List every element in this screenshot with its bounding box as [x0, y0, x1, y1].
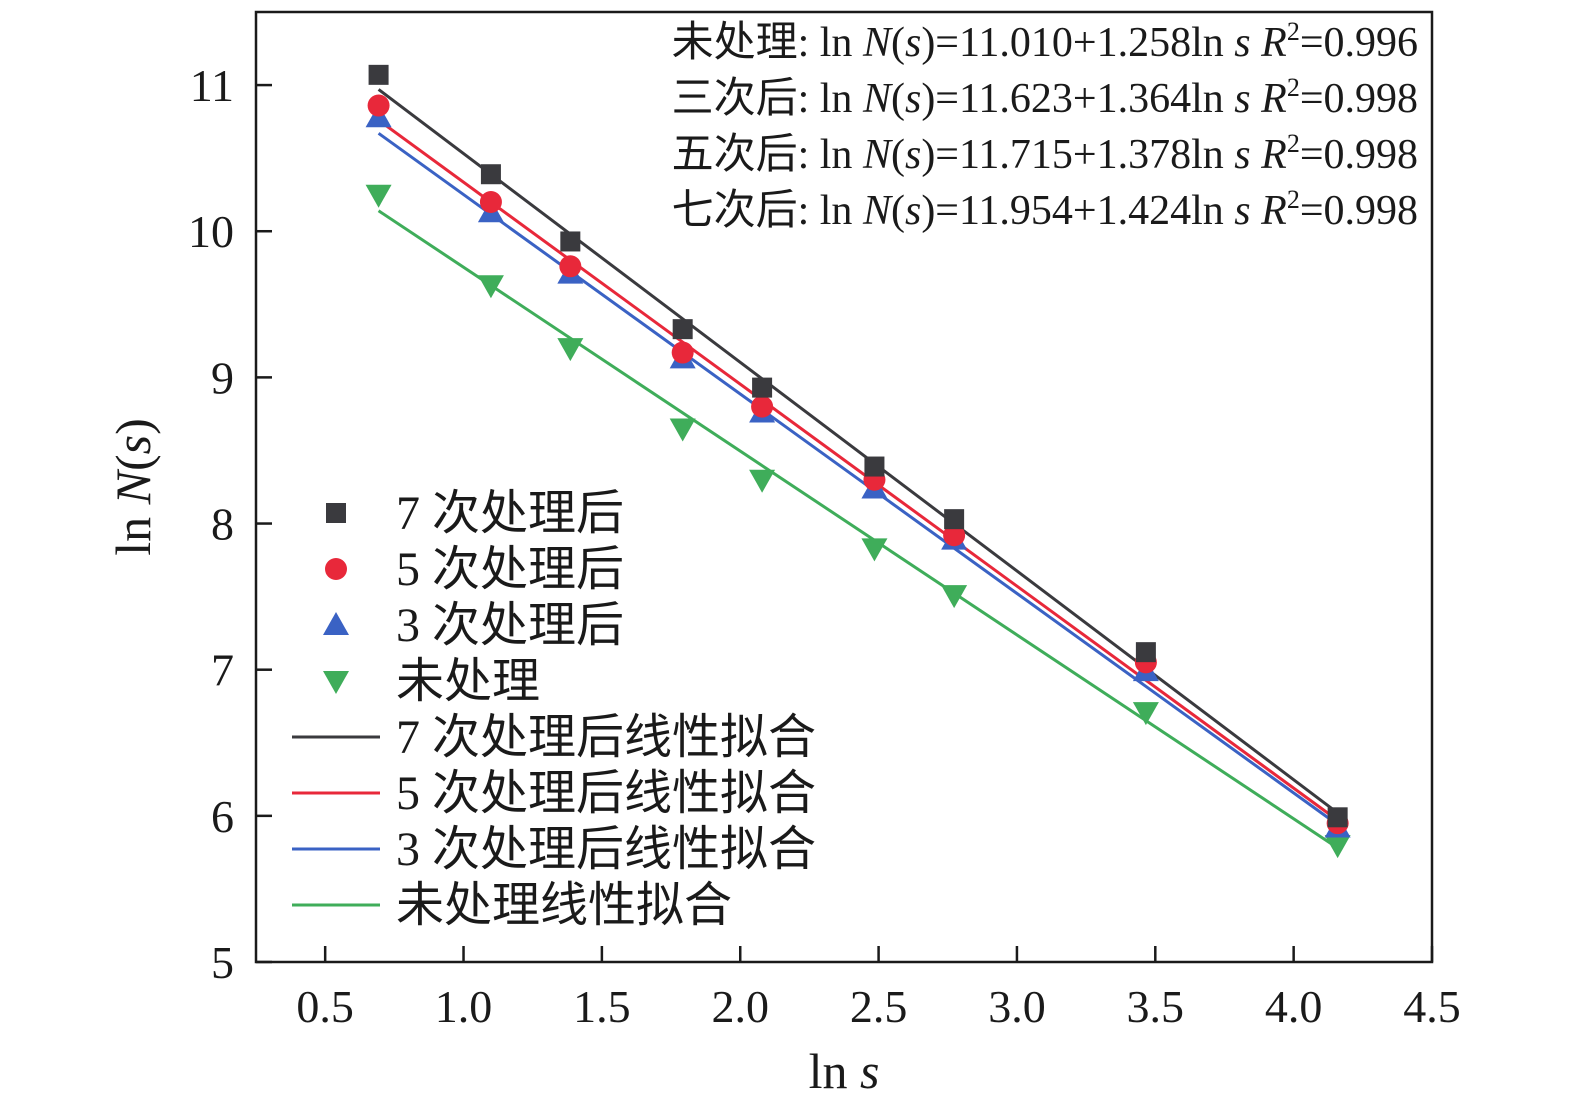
- marker-s7-8: [1327, 807, 1348, 828]
- fit-equation: 五次后: ln N(s)=11.715+1.378ln s R2=0.998: [672, 129, 1418, 178]
- marker-s7-1: [480, 164, 501, 185]
- fit-line-f5: [377, 118, 1339, 822]
- x-tick-label: 3.0: [988, 981, 1046, 1032]
- x-tick-label: 0.5: [296, 981, 354, 1032]
- marker-s0-6: [941, 585, 968, 609]
- y-tick-label: 7: [211, 645, 234, 696]
- legend-label: 7 次处理后: [396, 487, 624, 540]
- marker-s0-1: [477, 275, 504, 299]
- fit-equation: 三次后: ln N(s)=11.623+1.364ln s R2=0.998: [672, 73, 1418, 122]
- legend-label: 5 次处理后线性拟合: [396, 767, 816, 820]
- x-tick-label: 3.5: [1127, 981, 1185, 1032]
- legend-label: 3 次处理后: [396, 599, 624, 652]
- marker-s5-0: [367, 94, 390, 117]
- marker-s7-0: [368, 64, 389, 85]
- marker-s0-8: [1324, 835, 1351, 859]
- marker-s0-3: [669, 418, 696, 442]
- x-tick-label: 4.0: [1265, 981, 1323, 1032]
- marker-s5-6: [943, 524, 966, 547]
- legend-marker-s7: [326, 503, 346, 523]
- fit-equation: 七次后: ln N(s)=11.954+1.424ln s R2=0.998: [672, 185, 1418, 234]
- plot-frame: [254, 10, 1434, 964]
- legend-label: 5 次处理后: [396, 543, 624, 596]
- fit-equations: 未处理: ln N(s)=11.010+1.258ln s R2=0.996 三次…: [672, 17, 1418, 234]
- marker-s7-3: [672, 319, 693, 340]
- y-axis-label: ln N(s): [105, 418, 161, 556]
- y-tick-label: 9: [211, 352, 234, 403]
- marker-s0-7: [1132, 702, 1159, 726]
- marker-s5-3: [671, 341, 694, 364]
- marker-s5-1: [479, 191, 502, 213]
- marker-s0-4: [749, 469, 776, 493]
- fit-equation: 未处理: ln N(s)=11.010+1.258ln s R2=0.996: [672, 17, 1418, 66]
- legend-marker-s3: [323, 612, 349, 635]
- y-tick-label: 6: [211, 791, 234, 842]
- marker-s0-5: [861, 538, 888, 562]
- legend-marker-s5: [325, 558, 347, 580]
- fit-line-f3: [377, 132, 1339, 826]
- marker-s7-6: [944, 509, 965, 530]
- marker-s7-5: [864, 456, 885, 477]
- fit-line-f0: [377, 209, 1339, 850]
- marker-s5-2: [559, 255, 582, 278]
- legend-marker-s0: [323, 671, 349, 694]
- legend-label: 3 次处理后线性拟合: [396, 823, 816, 876]
- y-tick-label: 5: [211, 937, 234, 988]
- legend-label: 未处理: [396, 655, 540, 708]
- x-tick-label: 4.5: [1403, 981, 1461, 1032]
- y-axis: 5 6 7 8 9 10 11: [188, 60, 272, 988]
- marker-s5-4: [751, 395, 774, 418]
- x-axis-label: ln s: [809, 1043, 880, 1099]
- x-tick-label: 2.0: [711, 981, 769, 1032]
- marker-s7-7: [1135, 642, 1156, 663]
- fit-line-f7: [377, 88, 1339, 815]
- fit-lines: [377, 88, 1339, 850]
- legend-label: 未处理线性拟合: [396, 879, 732, 932]
- x-tick-label: 1.0: [435, 981, 493, 1032]
- y-tick-label: 10: [188, 206, 234, 257]
- y-tick-label: 8: [211, 499, 234, 550]
- marker-s7-4: [752, 377, 773, 398]
- y-tick-label: 11: [190, 60, 234, 111]
- data-markers: [365, 64, 1351, 859]
- x-tick-label: 1.5: [573, 981, 631, 1032]
- x-tick-label: 2.5: [850, 981, 908, 1032]
- marker-s0-2: [557, 338, 584, 362]
- x-axis: 0.5 1.0 1.5 2.0 2.5 3.0 3.5 4.0 4.5: [296, 946, 1461, 1032]
- marker-s7-2: [560, 231, 581, 252]
- legend-label: 7 次处理后线性拟合: [396, 711, 816, 764]
- marker-s0-0: [365, 184, 392, 208]
